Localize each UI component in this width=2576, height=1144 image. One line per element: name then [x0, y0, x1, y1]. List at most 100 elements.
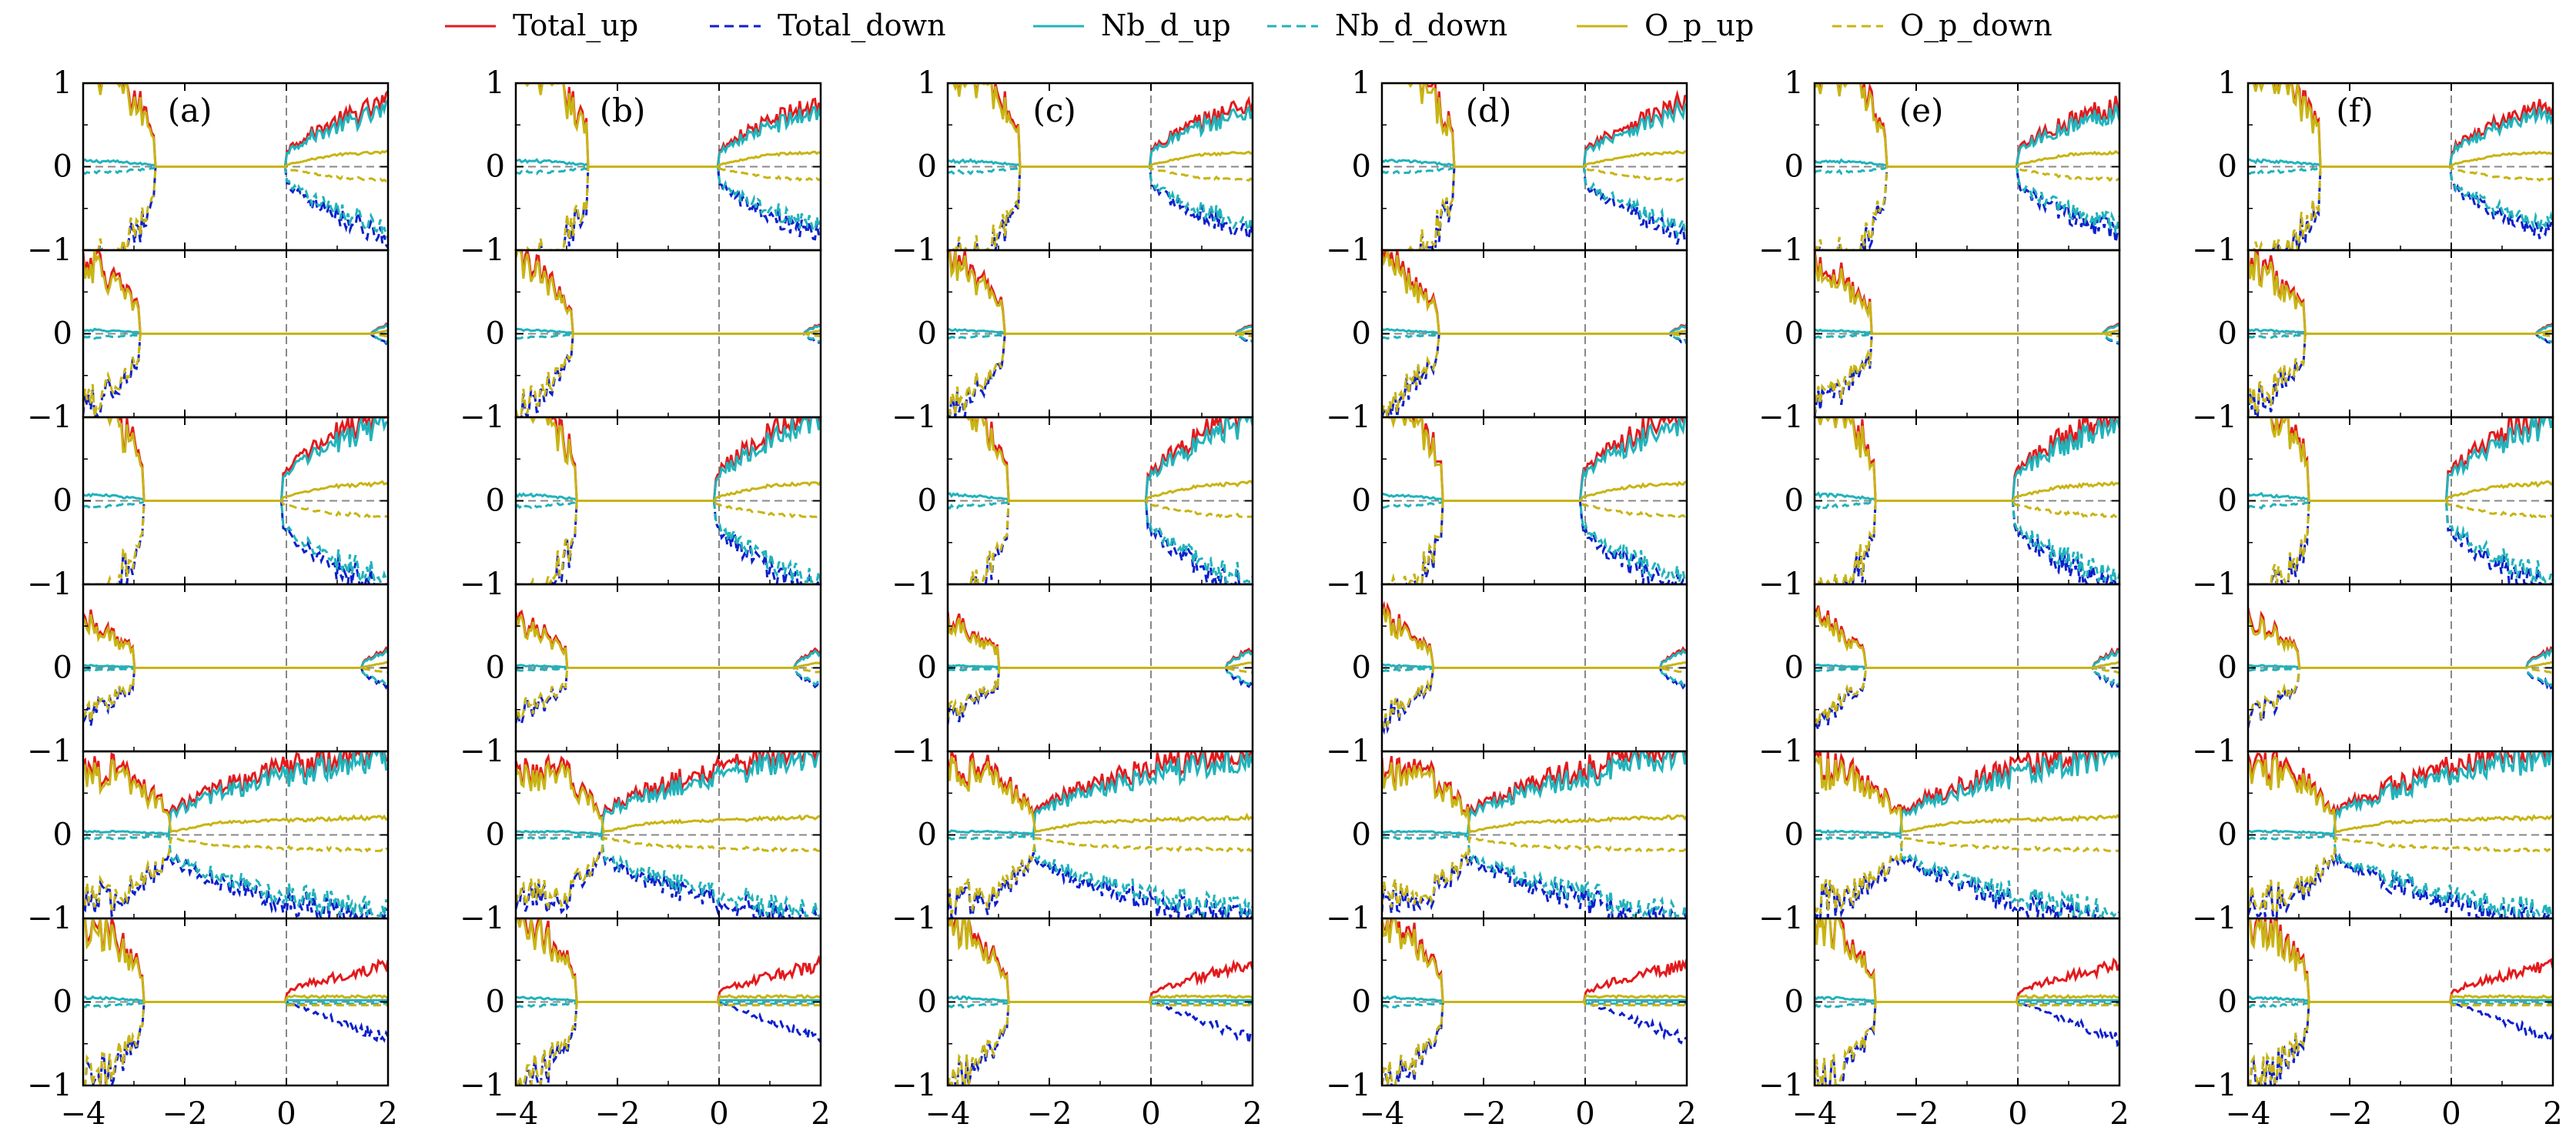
y-tick-label: 1 [1352, 65, 1371, 101]
y-tick-label: −1 [460, 1068, 505, 1103]
series-nb-d-up [2248, 648, 2553, 669]
series-group [1815, 605, 2119, 731]
series-group [83, 83, 388, 250]
x-tick-label: 2 [1677, 1096, 1696, 1132]
series-o-p-up [516, 250, 821, 335]
y-tick-label: −1 [1758, 734, 1804, 769]
column-f: 10−1(f)0−10−10−10−10−1−4 −2 0 2 [2192, 65, 2563, 1132]
panel-label: (e) [1899, 92, 1944, 129]
y-tick-label: 0 [918, 818, 937, 853]
y-tick-label: −1 [2192, 400, 2237, 435]
panel-f-4: 0 −1 [2192, 583, 2554, 769]
series-group [83, 417, 388, 584]
panel-f-6: 0 −1 [2192, 917, 2554, 1103]
series-nb-d-up [1815, 323, 2119, 335]
series-o-p-up [948, 615, 1253, 669]
x-tick-label: 2 [2543, 1096, 2562, 1132]
panel-c-1: 1 0 −1 (c) [892, 65, 1254, 268]
series-group [1382, 417, 1687, 584]
panel-label: (c) [1032, 92, 1076, 129]
y-tick-label: −1 [2192, 567, 2237, 602]
series-nb-d-down [1382, 1001, 1687, 1009]
y-tick-label: 0 [1352, 316, 1371, 352]
series-o-p-up [1815, 83, 2119, 168]
series-o-p-down [2248, 835, 2553, 915]
series-o-p-down [83, 333, 388, 417]
y-tick-label: 0 [1352, 651, 1371, 686]
y-tick-label: −1 [1758, 901, 1804, 936]
y-tick-label: −1 [460, 734, 505, 769]
series-nb-d-up [1815, 649, 2119, 669]
series-group [948, 610, 1253, 725]
series-o-p-up [516, 83, 821, 168]
y-tick-label: 0 [53, 316, 72, 352]
series-group [948, 918, 1253, 1085]
panel-b-5: 0 −1 [460, 750, 822, 936]
legend-entry-o-p-down: O_p_down [1832, 8, 2052, 43]
series-o-p-up [948, 251, 1253, 335]
series-total-up [948, 918, 1253, 1003]
y-tick-label: −1 [892, 734, 937, 769]
series-total-down [1382, 333, 1687, 417]
panel-d-4: 0 −1 [1326, 583, 1688, 769]
series-nb-d-up [83, 323, 388, 335]
y-tick-label: 0 [1785, 985, 1804, 1020]
x-tick-label: −2 [162, 1096, 208, 1132]
legend-entry-o-p-up: O_p_up [1577, 8, 1754, 43]
legend-label: Total_down [778, 8, 946, 43]
y-tick-label: −1 [1758, 567, 1804, 602]
panel-c-6: 0 −1 [892, 917, 1254, 1103]
x-tick-label: 2 [2109, 1096, 2129, 1132]
series-nb-d-up [2248, 323, 2553, 335]
panel-b-1: 1 0 −1 (b) [460, 65, 822, 268]
legend-entry-nb-d-down: Nb_d_down [1267, 8, 1507, 43]
series-total-up [83, 609, 388, 669]
series-total-down [1382, 166, 1687, 250]
series-nb-d-down [2248, 835, 2553, 918]
series-total-up [516, 250, 821, 335]
y-tick-label: 0 [2218, 985, 2237, 1020]
series-nb-d-up [2248, 751, 2553, 835]
column-b: 10−1(b)0−10−10−10−10−1−4 −2 0 2 [460, 65, 831, 1132]
panel-b-4: 0 −1 [460, 583, 822, 769]
y-tick-label: 0 [2218, 149, 2237, 185]
panel-c-2: 0 −1 [892, 249, 1254, 435]
series-total-up [516, 751, 821, 818]
series-group [516, 250, 821, 417]
series-o-p-up [83, 83, 388, 168]
panel-c-5: 0 −1 [892, 750, 1254, 936]
x-tick-label: 0 [276, 1096, 296, 1132]
series-nb-d-up [1382, 751, 1687, 835]
series-total-down [516, 166, 821, 250]
series-group [516, 918, 821, 1085]
series-o-p-up [2248, 251, 2553, 335]
series-total-down [948, 667, 1253, 725]
y-tick-label: 0 [53, 149, 72, 185]
x-tick-label: −2 [1027, 1096, 1072, 1132]
series-o-p-up [1815, 253, 2119, 335]
series-group [948, 83, 1253, 250]
series-o-p-up [1382, 762, 1687, 835]
series-o-p-down [2248, 333, 2553, 416]
legend: Total_up Total_down Nb_d_up Nb_d_down O_p_up… [445, 8, 2052, 43]
series-total-down [516, 667, 821, 727]
y-tick-label: −1 [460, 901, 505, 936]
series-nb-d-down [1815, 835, 2119, 918]
column-a: 10−1(a)0−10−10−10−10−1−4 −2 0 2 [27, 65, 398, 1132]
y-tick-label: 0 [918, 985, 937, 1020]
series-group [1382, 751, 1687, 918]
series-group [1815, 250, 2119, 417]
series-nb-d-down [83, 333, 388, 344]
series-nb-d-down [1815, 1001, 2119, 1009]
series-group [83, 609, 388, 727]
series-group [2248, 918, 2553, 1085]
series-nb-d-up [516, 751, 821, 835]
series-o-p-up [1815, 606, 2119, 669]
series-nb-d-down [948, 333, 1253, 343]
y-tick-label: 0 [53, 818, 72, 853]
panel-f-1: 1 0 −1 (f) [2192, 65, 2554, 268]
series-total-down [948, 333, 1253, 417]
y-tick-label: −1 [27, 901, 72, 936]
series-o-p-up [516, 759, 821, 835]
